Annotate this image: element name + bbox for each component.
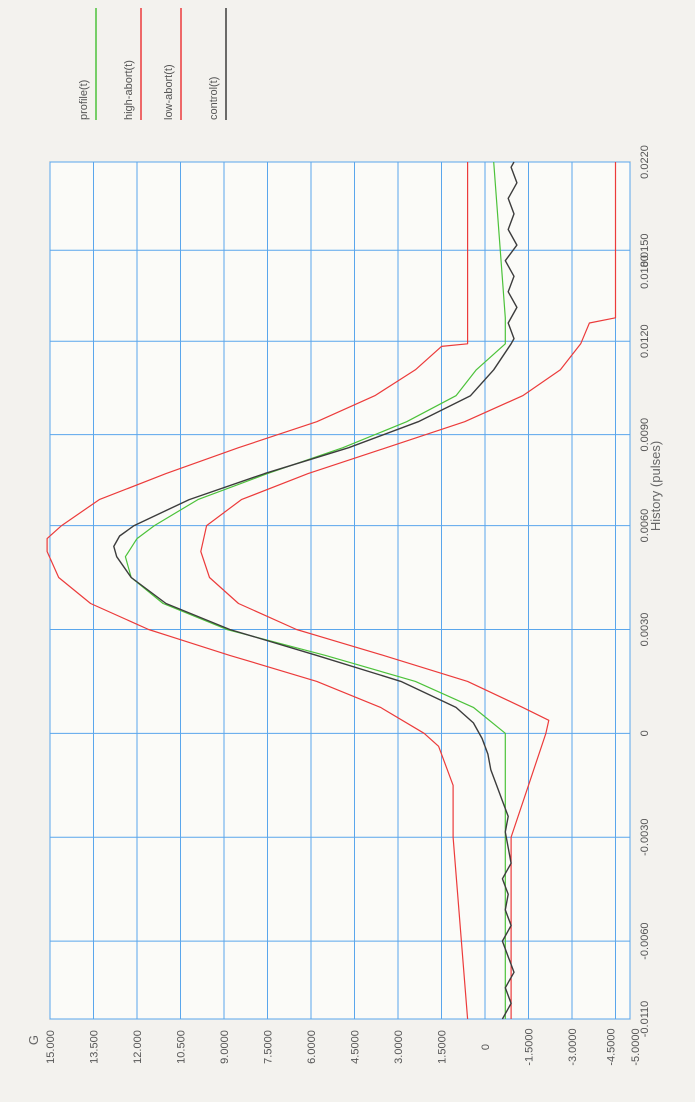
x-tick-label: 0.0120 xyxy=(639,324,651,358)
y-tick-label: 3.0000 xyxy=(393,1030,405,1064)
legend-label: profile(t) xyxy=(78,80,90,120)
y-tick-label: 6.0000 xyxy=(306,1030,318,1064)
legend-label: low-abort(t) xyxy=(163,64,175,120)
y-tick-label: -4.5000 xyxy=(606,1028,618,1065)
series-line-profile-t xyxy=(124,161,506,1019)
legend-label: high-abort(t) xyxy=(123,60,135,120)
y-tick-label: 0 xyxy=(480,1044,492,1050)
series-line-control-t xyxy=(113,161,518,1020)
series-line-low-abort-t xyxy=(200,162,617,1019)
y-tick-label: 12.000 xyxy=(132,1030,144,1064)
x-tick-label: -0.0110 xyxy=(639,1001,651,1038)
y-tick-label: -5.0000 xyxy=(630,1028,642,1065)
legend: profile(t) high-abort(t) low-abort(t) contr… xyxy=(78,8,227,120)
x-axis-label: History (pulses) xyxy=(648,441,663,531)
series-line-high-abort-t xyxy=(46,162,469,1020)
y-tick-label: -3.0000 xyxy=(567,1028,579,1065)
y-tick-label: 13.500 xyxy=(89,1030,101,1064)
y-tick-label: 4.5000 xyxy=(350,1030,362,1064)
y-axis-label: G xyxy=(26,1035,41,1045)
x-tick-label: -0.0060 xyxy=(639,922,651,959)
x-tick-label: 0 xyxy=(639,730,651,736)
x-tick-labels: -0.0110 -0.0060 -0.0030 0 0.0030 0.0060 0.0090… xyxy=(639,145,651,1037)
x-tick-label: 0.0090 xyxy=(639,418,651,452)
y-tick-label: 10.500 xyxy=(176,1030,188,1064)
x-tick-label: 0.0150 xyxy=(639,233,651,267)
y-tick-label: 7.5000 xyxy=(263,1030,275,1064)
x-tick-label: 0.0180 xyxy=(639,255,651,289)
x-tick-label: 0.0060 xyxy=(639,509,651,543)
grid xyxy=(49,161,631,1020)
legend-label: control(t) xyxy=(208,77,220,120)
y-tick-labels: 15.000 13.500 12.000 10.500 9.0000 7.5000 6.00… xyxy=(45,1028,642,1065)
x-tick-label: -0.0030 xyxy=(639,819,651,856)
y-tick-label: 1.5000 xyxy=(437,1030,449,1064)
x-tick-label: 0.0220 xyxy=(639,145,651,179)
y-tick-label: 9.0000 xyxy=(219,1030,231,1064)
series-layer xyxy=(46,161,617,1020)
y-tick-label: -1.5000 xyxy=(524,1028,536,1065)
y-tick-label: 15.000 xyxy=(45,1030,57,1064)
x-tick-label: 0.0030 xyxy=(639,613,651,647)
